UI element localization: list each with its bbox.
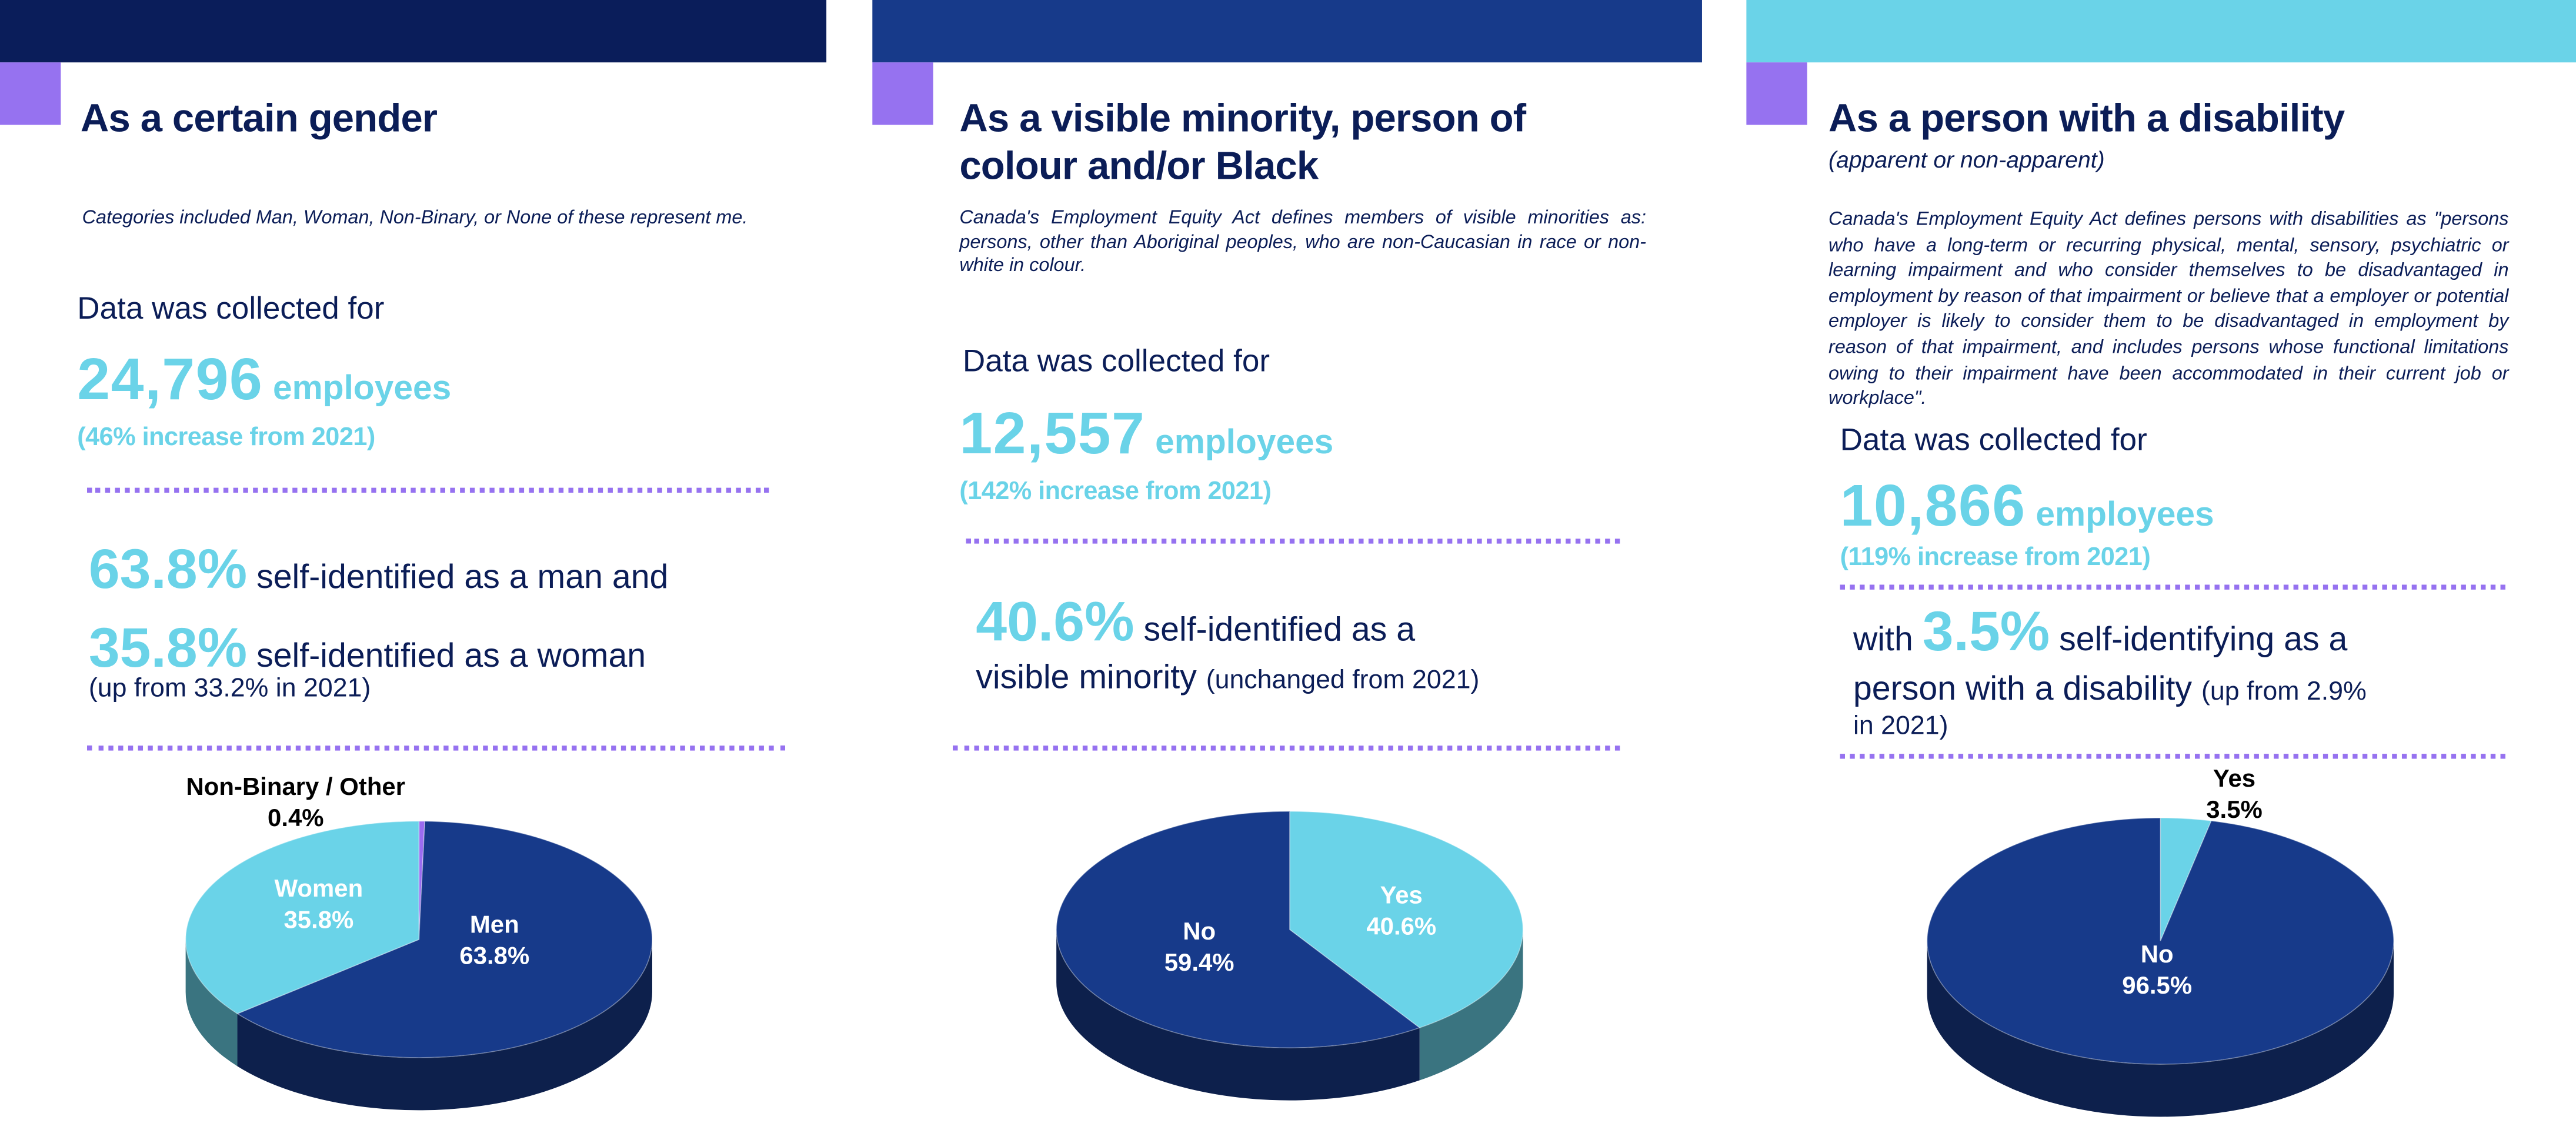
data-label: 35.8% <box>283 906 354 935</box>
panel-1-stat-women: 35.8% self-identified as a woman <box>89 617 646 681</box>
panel-2-note: Canada's Employment Equity Act defines m… <box>959 206 1646 276</box>
category-label: Men <box>469 911 519 940</box>
panel-3-count: 10,866 employees <box>1840 472 2214 540</box>
pie-2-label-no: No 59.4% <box>1164 917 1234 979</box>
minority-pct: 40.6% <box>976 591 1134 654</box>
category-label: Women <box>274 875 363 904</box>
panel-3-stat: with 3.5% self-identifying as a <box>1853 601 2347 665</box>
panel-2-count: 12,557 employees <box>959 399 1333 468</box>
panel-1-header-bar <box>0 0 827 63</box>
disability-pct: 3.5% <box>1922 601 2050 664</box>
pie-1-slice-men <box>236 820 653 1058</box>
pie-1-label-women: Women 35.8% <box>275 874 363 936</box>
panel-3-note: Canada's Employment Equity Act defines p… <box>1828 208 2509 409</box>
panel-2-collected-label: Data was collected for <box>962 345 1270 380</box>
pie-3-label-yes: Yes 3.5% <box>2206 764 2263 826</box>
panel-2-increase: (142% increase from 2021) <box>959 477 1272 506</box>
divider <box>1840 754 2505 759</box>
women-text: self-identified as a woman <box>256 637 646 676</box>
panel-1-stat-change: (up from 33.2% in 2021) <box>88 675 371 703</box>
data-label: 96.5% <box>2122 972 2193 1001</box>
pie-2-side-yes <box>1419 930 1523 1081</box>
pie-2-side-no <box>1056 930 1420 1101</box>
men-pct: 63.8% <box>88 539 248 601</box>
men-text: self-identified as a man and <box>256 558 669 597</box>
count-unit: employees <box>273 369 452 407</box>
stat-text: self-identified as a <box>1143 611 1416 649</box>
data-label: 59.4% <box>1164 949 1234 978</box>
data-label: 63.8% <box>459 942 530 971</box>
pie-2-slice-no <box>1056 811 1421 1049</box>
stat-text: self-identifying as a <box>2059 620 2348 659</box>
category-label: Non-Binary / Other <box>186 773 406 802</box>
count-unit: employees <box>1155 423 1334 462</box>
stat-change: (unchanged from 2021) <box>1206 667 1480 695</box>
divider <box>953 745 1620 751</box>
pie-2-slice-yes <box>1289 811 1524 1029</box>
pie-1-slice-non-binary-other <box>418 820 426 940</box>
pie-1-side-women <box>185 939 238 1067</box>
pie-1-label-nonbinary: Non-Binary / Other 0.4% <box>186 772 406 834</box>
panel-2-title-line-1: As a visible minority, person of <box>959 96 1526 142</box>
panel-3-subtitle: (apparent or non-apparent) <box>1828 146 2105 173</box>
panel-1-increase: (46% increase from 2021) <box>77 423 375 452</box>
employee-count: 10,866 <box>1840 471 2026 539</box>
category-label: No <box>2140 941 2174 969</box>
pie-1-side-men <box>237 939 652 1111</box>
employee-count: 12,557 <box>959 399 1146 467</box>
stat-change: (up from 2.9% <box>2201 678 2367 707</box>
pie-3-slice-no <box>1926 817 2394 1065</box>
data-label: 3.5% <box>2206 796 2263 825</box>
panel-3-increase: (119% increase from 2021) <box>1840 543 2151 572</box>
divider <box>966 539 1620 544</box>
stat-text: person with a disability <box>1853 670 2193 708</box>
pie-1-slice-women <box>185 820 420 1015</box>
category-label: Yes <box>2213 765 2256 794</box>
pie-1-label-men: Men 63.8% <box>459 910 529 972</box>
pie-3-side-no <box>1927 941 2394 1117</box>
count-unit: employees <box>2036 496 2214 534</box>
panel-1-note: Categories included Man, Woman, Non-Bina… <box>82 206 748 229</box>
data-label: 0.4% <box>268 804 324 833</box>
panel-1-title: As a certain gender <box>80 96 438 142</box>
panel-3-accent-square <box>1746 62 1807 125</box>
category-label: Yes <box>1380 882 1423 910</box>
panel-2-stat-line-2: visible minority (unchanged from 2021) <box>976 658 1479 698</box>
panel-3-header-bar <box>1746 0 2576 63</box>
panel-1-collected-label: Data was collected for <box>77 292 385 327</box>
panel-3-stat-line-2: person with a disability (up from 2.9% <box>1853 670 2367 710</box>
panel-2-stat: 40.6% self-identified as a <box>976 591 1415 656</box>
panel-2-title-line-2: colour and/or Black <box>959 144 1319 189</box>
divider <box>1840 584 2505 590</box>
pie-3-slice-yes <box>2160 817 2213 941</box>
pie-2-label-yes: Yes 40.6% <box>1366 880 1436 942</box>
panel-2-accent-square <box>872 62 933 125</box>
stat-text: visible minority <box>976 658 1197 697</box>
data-label: 40.6% <box>1366 913 1437 941</box>
pie-3-label-no: No 96.5% <box>2122 940 2192 1002</box>
panel-3-title: As a person with a disability <box>1828 96 2345 142</box>
divider <box>87 745 786 751</box>
panel-3-stat-line-3: in 2021) <box>1853 713 1948 741</box>
panel-3-collected-label: Data was collected for <box>1840 423 2147 459</box>
divider <box>87 487 769 493</box>
category-label: No <box>1183 918 1216 946</box>
stat-text: with <box>1853 620 1913 659</box>
panel-1-accent-square <box>0 62 61 125</box>
panel-1-stat-men: 63.8% self-identified as a man and <box>89 539 669 603</box>
panel-1-count: 24,796 employees <box>77 345 451 414</box>
employee-count: 24,796 <box>77 345 263 413</box>
panel-2-header-bar <box>872 0 1702 63</box>
women-pct: 35.8% <box>88 617 248 680</box>
